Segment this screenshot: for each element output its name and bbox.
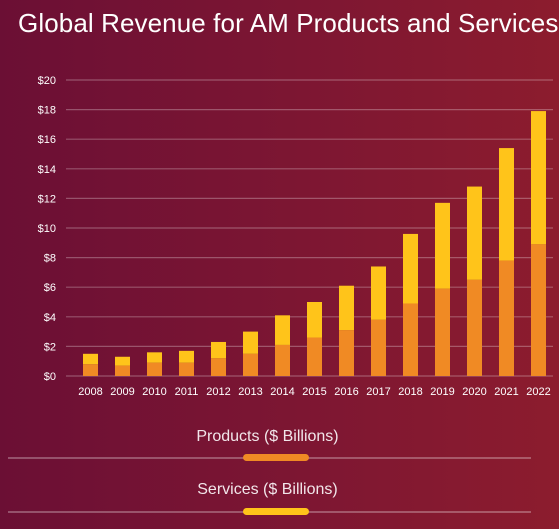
bar-products-2010 — [147, 362, 162, 376]
y-tick-label: $12 — [38, 193, 56, 205]
bar-products-2018 — [403, 303, 418, 376]
chart-title: Global Revenue for AM Products and Servi… — [18, 8, 559, 38]
legend-products-label: Products ($ Billions) — [196, 428, 339, 445]
bar-products-2022 — [531, 244, 546, 376]
x-tick-label: 2011 — [175, 386, 199, 398]
y-tick-label: $4 — [44, 312, 56, 324]
x-tick-label: 2010 — [142, 386, 166, 398]
x-tick-label: 2015 — [302, 386, 326, 398]
x-tick-label: 2021 — [494, 386, 518, 398]
y-tick-label: $16 — [38, 134, 56, 146]
bar-services-2008 — [83, 353, 98, 365]
y-tick-label: $18 — [38, 105, 56, 117]
bar-products-2020 — [467, 279, 482, 376]
bar-services-2020 — [467, 186, 482, 280]
x-tick-label: 2014 — [270, 386, 294, 398]
y-tick-label: $14 — [38, 164, 56, 176]
bar-products-2019 — [435, 288, 450, 376]
x-tick-label: 2013 — [238, 386, 262, 398]
bar-products-2021 — [499, 260, 514, 376]
y-tick-label: $6 — [44, 282, 56, 294]
bar-services-2015 — [307, 302, 322, 338]
y-tick-label: $10 — [38, 223, 56, 235]
x-axis-ticks: 2008 2009 2010 2011 2012 2013 2014 2015 2016 2017… — [78, 386, 550, 398]
legend-services-label: Services ($ Billions) — [197, 481, 338, 498]
bar-services-2012 — [211, 341, 226, 359]
bar-products-2016 — [339, 330, 354, 376]
x-tick-label: 2019 — [430, 386, 454, 398]
legend-products-swatch — [243, 454, 309, 461]
bar-services-2013 — [243, 331, 258, 354]
x-tick-label: 2016 — [334, 386, 358, 398]
bar-products-2013 — [243, 353, 258, 376]
x-tick-label: 2012 — [206, 386, 230, 398]
bar-services-2014 — [275, 315, 290, 345]
x-tick-label: 2020 — [462, 386, 486, 398]
y-tick-label: $2 — [44, 341, 56, 353]
bar-services-2011 — [179, 350, 194, 363]
bar-products-2008 — [83, 364, 98, 376]
bar-services-2019 — [435, 202, 450, 289]
bars — [83, 111, 546, 376]
bar-services-2021 — [499, 148, 514, 261]
x-tick-label: 2022 — [526, 386, 550, 398]
y-axis-ticks: $0 $2 $4 $6 $8 $10 $12 $14 $16 $18 $20 — [38, 75, 56, 383]
bar-products-2011 — [179, 362, 194, 376]
bar-services-2018 — [403, 233, 418, 304]
bar-products-2012 — [211, 358, 226, 376]
x-tick-label: 2018 — [398, 386, 422, 398]
bar-services-2009 — [115, 356, 130, 366]
bar-products-2015 — [307, 337, 322, 376]
bar-products-2017 — [371, 319, 386, 376]
bar-services-2016 — [339, 285, 354, 331]
bar-products-2014 — [275, 344, 290, 376]
bar-products-2009 — [115, 365, 130, 376]
bar-services-2010 — [147, 352, 162, 363]
bar-services-2022 — [531, 111, 546, 245]
legend-services-swatch — [243, 508, 309, 515]
x-tick-label: 2009 — [110, 386, 134, 398]
x-tick-label: 2008 — [78, 386, 102, 398]
bar-services-2017 — [371, 266, 386, 320]
y-tick-label: $8 — [44, 253, 56, 265]
x-tick-label: 2017 — [366, 386, 390, 398]
y-tick-label: $20 — [38, 75, 56, 87]
y-tick-label: $0 — [44, 371, 56, 383]
